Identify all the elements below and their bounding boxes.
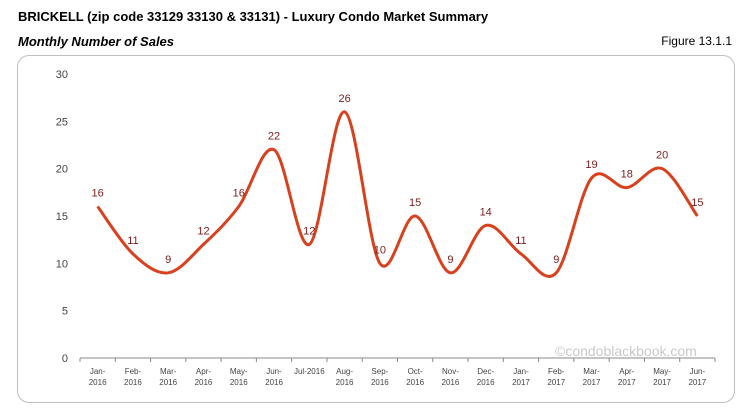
y-tick-label: 10 [56,258,68,270]
x-tick-label: May- [230,367,248,376]
y-tick-label: 30 [56,69,68,81]
data-label: 16 [92,188,104,200]
data-label: 11 [127,235,138,247]
x-tick-label: Dec- [477,367,494,376]
data-label: 9 [447,254,453,266]
x-tick-label: Mar- [160,367,177,376]
x-tick-label: Jun- [690,367,706,376]
y-tick-label: 25 [56,116,68,128]
x-tick-label: 2016 [230,378,248,387]
y-tick-label: 5 [62,306,68,318]
y-tick-label: 15 [56,211,68,223]
data-label: 9 [165,254,171,266]
x-tick-label: 2016 [89,378,107,387]
x-tick-label: 2016 [124,378,142,387]
series-line [96,110,699,278]
chart-frame [17,55,735,403]
y-tick-label: 0 [62,353,68,365]
x-tick-label: Jul-2016 [294,367,325,376]
data-label: 15 [409,197,421,209]
data-label: 19 [585,159,597,171]
x-tick-label: Sep- [371,367,388,376]
x-tick-label: May- [653,367,671,376]
data-label: 18 [621,169,633,181]
x-tick-label: 2016 [265,378,283,387]
watermark: ©condoblackbook.com [555,343,697,359]
data-label: 14 [480,206,492,218]
chart-subtitle: Monthly Number of Sales [18,34,175,49]
x-tick-label: Oct- [408,367,423,376]
x-tick-label: 2016 [442,378,460,387]
x-tick-label: 2017 [618,378,636,387]
data-label: 15 [691,197,703,209]
data-label: 12 [197,225,209,237]
x-tick-label: Feb- [125,367,142,376]
figure-number: Figure 13.1.1 [661,34,732,48]
x-tick-label: 2016 [159,378,177,387]
x-tick-label: 2017 [688,378,706,387]
x-tick-label: Feb- [548,367,565,376]
x-tick-label: 2017 [547,378,565,387]
data-label: 20 [656,150,668,162]
x-tick-label: 2016 [371,378,389,387]
x-tick-label: 2016 [195,378,213,387]
x-tick-label: Apr- [196,367,211,376]
x-tick-label: Mar- [583,367,600,376]
x-tick-label: Aug- [336,367,353,376]
data-label: 9 [553,254,559,266]
x-tick-label: 2016 [336,378,354,387]
x-tick-label: 2016 [406,378,424,387]
data-label: 16 [233,188,245,200]
data-label: 12 [303,225,315,237]
data-label: 11 [515,235,526,247]
data-label: 22 [268,131,280,143]
x-tick-label: Jun- [266,367,282,376]
chart-title: BRICKELL (zip code 33129 33130 & 33131) … [18,9,489,24]
x-tick-label: 2017 [512,378,530,387]
x-tick-label: 2016 [477,378,495,387]
x-tick-label: 2017 [653,378,671,387]
x-tick-label: Jan- [513,367,529,376]
x-tick-label: 2017 [583,378,601,387]
y-tick-label: 20 [56,164,68,176]
x-tick-label: Nov- [442,367,459,376]
data-label: 10 [374,244,386,256]
data-label: 26 [338,93,350,105]
x-tick-label: Jan- [90,367,106,376]
x-tick-label: Apr- [619,367,634,376]
